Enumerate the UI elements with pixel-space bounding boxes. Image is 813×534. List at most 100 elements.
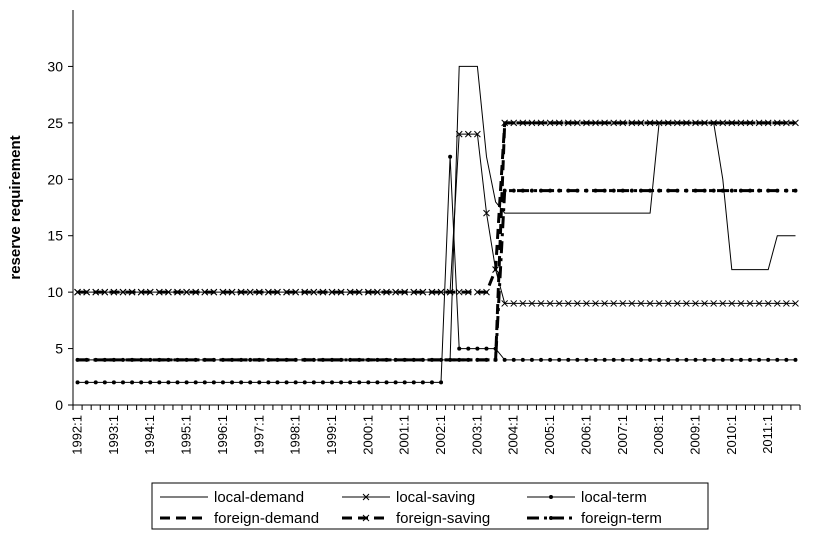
series-local-term-point: [411, 380, 416, 385]
series-foreign-term-point: [648, 188, 653, 193]
legend-box: [151, 482, 709, 530]
legend-label: foreign-term: [581, 510, 662, 527]
series-local-term-point: [157, 380, 162, 385]
series-foreign-term-point: [248, 357, 253, 362]
x-tick-label: 2005:1: [542, 415, 557, 455]
x-tick-label: 1999:1: [324, 415, 339, 455]
series-local-term-point: [420, 380, 425, 385]
series-foreign-term-point: [620, 188, 625, 193]
series-local-saving-point: [655, 300, 663, 307]
series-foreign-term-point: [75, 357, 80, 362]
series-local-term-point: [102, 380, 107, 385]
series-foreign-term-point: [184, 357, 189, 362]
series-foreign-term-point: [193, 357, 198, 362]
series-local-term-point: [329, 380, 334, 385]
series-local-term-point: [448, 154, 453, 159]
series-local-term-point: [302, 380, 307, 385]
series-foreign-term-point: [684, 188, 689, 193]
series-local-term-point: [502, 357, 507, 362]
series-local-term-point: [439, 380, 444, 385]
legend-label: local-term: [581, 489, 647, 506]
series-foreign-term-point: [239, 357, 244, 362]
series-local-term-point: [539, 357, 544, 362]
series-foreign-saving-point: [210, 288, 218, 296]
series-local-term-point: [175, 380, 180, 385]
series-local-term-point: [311, 380, 316, 385]
series-foreign-saving-point: [474, 288, 481, 296]
series-foreign-saving-point: [574, 119, 581, 127]
series-foreign-saving-point: [74, 288, 81, 296]
series-foreign-saving-point: [237, 288, 245, 296]
series-local-term-point: [748, 357, 753, 362]
series-local-saving-point: [455, 130, 463, 138]
series-local-saving-point: [728, 300, 736, 307]
series-local-term-point: [239, 380, 244, 385]
series-foreign-saving-point: [174, 288, 181, 296]
series-foreign-term-point: [130, 357, 135, 362]
y-tick-label: 30: [47, 58, 63, 74]
series-local-term-point: [75, 380, 80, 385]
series-foreign-term-point: [302, 357, 307, 362]
legend-label: foreign-demand: [214, 510, 319, 527]
series-local-term-point: [711, 357, 716, 362]
legend-item-local-term: local-term: [527, 489, 647, 506]
series-foreign-saving-point: [592, 119, 599, 127]
series-foreign-saving-point: [555, 119, 563, 127]
series-local-saving-point: [719, 300, 727, 307]
series-local-term-point: [557, 357, 562, 362]
x-tick-label: 2010:1: [724, 415, 739, 455]
series-foreign-saving-point: [355, 288, 363, 296]
series-local-saving-point: [710, 300, 718, 307]
series-foreign-term-point: [566, 188, 571, 193]
series-foreign-saving-point: [664, 119, 672, 127]
series-local-term-point: [757, 357, 762, 362]
series-line-foreign-term: [77, 189, 796, 362]
series-local-saving-point: [555, 300, 563, 307]
series-local-term-point: [166, 380, 171, 385]
series-foreign-term-point: [230, 357, 235, 362]
series-local-term-point: [602, 357, 607, 362]
legend-local-saving-point: [362, 493, 370, 501]
series-foreign-saving-point: [492, 266, 499, 273]
series-foreign-term-point: [257, 357, 262, 362]
series-foreign-saving-point: [510, 119, 518, 127]
series-local-term-point: [93, 380, 98, 385]
series-foreign-saving-point: [701, 119, 708, 127]
series-foreign-term: [75, 188, 798, 362]
series-local-term-point: [84, 380, 89, 385]
series-foreign-term-point: [748, 188, 753, 193]
x-tick-label: 2004:1: [506, 415, 521, 455]
x-tick-label: 1997:1: [251, 415, 266, 455]
series-foreign-saving-point: [583, 119, 590, 127]
series-line-foreign-saving: [77, 121, 796, 294]
series-foreign-saving-point: [737, 119, 745, 127]
y-tick-label: 10: [47, 284, 63, 300]
x-tick-label: 2009:1: [687, 415, 702, 455]
series-foreign-saving-point: [337, 288, 345, 296]
x-tick-label: 2000:1: [360, 415, 375, 455]
series-foreign-saving-point: [437, 288, 445, 296]
series-foreign-term-point: [502, 188, 507, 193]
y-tick-label: 5: [55, 341, 63, 357]
series-foreign-saving-point: [401, 288, 409, 296]
series-foreign-term-point: [738, 188, 743, 193]
series-local-term-point: [384, 380, 389, 385]
series-foreign-saving-point: [728, 119, 736, 127]
series-foreign-term-point: [520, 188, 525, 193]
series-local-term-point: [366, 380, 371, 385]
series-foreign-saving-point: [410, 288, 418, 296]
series-foreign-saving-point: [619, 119, 627, 127]
series-foreign-saving-point: [328, 288, 336, 296]
series-foreign-saving-point: [637, 119, 645, 127]
series-local-saving-point: [474, 130, 481, 138]
series-foreign-term-point: [657, 188, 662, 193]
series-foreign-saving-point: [92, 288, 100, 296]
series-foreign-saving-point: [564, 119, 572, 127]
series-foreign-term-point: [775, 188, 780, 193]
y-axis-ticks: 0 5 10 15 20 25 30: [47, 58, 73, 413]
series-local-saving-point: [619, 300, 627, 307]
series-foreign-term-point: [284, 357, 289, 362]
series-foreign-saving-point: [165, 288, 172, 296]
series-local-saving-point: [792, 300, 799, 307]
